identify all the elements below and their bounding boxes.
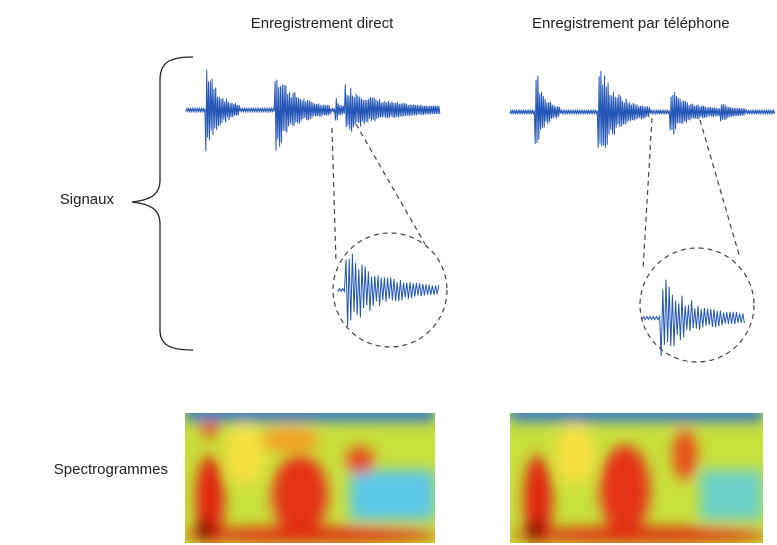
zoom-telephone bbox=[641, 279, 745, 357]
zoom-guides bbox=[331, 117, 755, 363]
spectrogram-direct bbox=[185, 413, 435, 543]
spectrogram-telephone bbox=[510, 413, 763, 543]
waveform-direct bbox=[185, 69, 441, 152]
waveform-telephone bbox=[509, 70, 776, 149]
signals-label: Signaux bbox=[60, 191, 115, 208]
spectrograms-label: Spectrogrammes bbox=[54, 461, 168, 478]
zoom-direct bbox=[337, 253, 440, 327]
brace bbox=[131, 56, 194, 351]
waveforms bbox=[185, 69, 776, 357]
title-telephone: Enregistrement par téléphone bbox=[532, 15, 730, 32]
title-direct: Enregistrement direct bbox=[251, 15, 394, 32]
